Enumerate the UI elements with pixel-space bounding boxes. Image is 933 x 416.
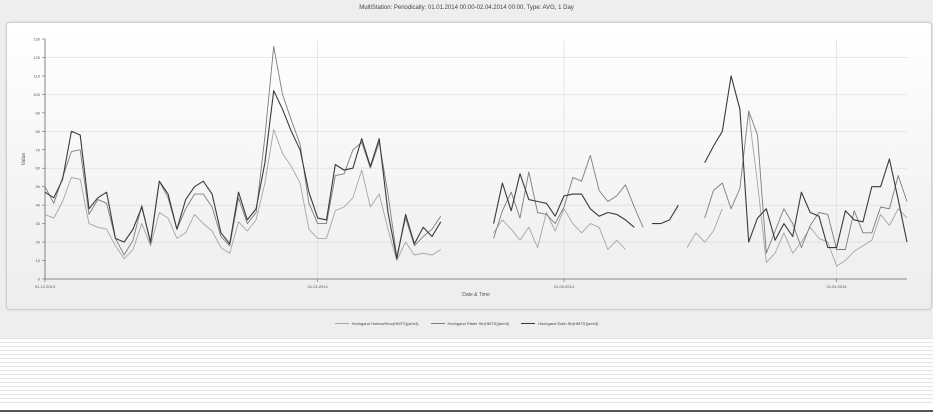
y-tick-label: 80: [36, 129, 41, 134]
legend-swatch: [521, 322, 536, 324]
legend: Hochgand Huelva/Hmo(HMTS)(a/m3) Hochgand…: [0, 316, 933, 330]
y-tick-label: 60: [36, 166, 41, 171]
chart-panel: 0 10 20 30 40 50 60 70 80 90 100 110 120 130 01.12.201…: [6, 22, 932, 310]
legend-label: Hochgand Eutin Str(HMTS)(a/m3): [538, 320, 599, 326]
y-tick-label: 30: [36, 221, 41, 226]
y-tick-label: 100: [33, 92, 40, 97]
series-line-2: [44, 45, 908, 258]
legend-swatch: [334, 322, 349, 324]
y-tick-label: 70: [36, 147, 41, 152]
line-chart: 0 10 20 30 40 50 60 70 80 90 100 110 120 130 01.12.201…: [21, 37, 908, 298]
legend-item-series-2[interactable]: Hochgand Pfaler Str(HMTS)(a/m3): [430, 320, 510, 326]
y-tick-label: 10: [36, 258, 41, 263]
series-line-3: [44, 75, 908, 260]
x-tick-label: 01.12.2014: [35, 284, 56, 289]
legend-label: Hochgand Pfaler Str(HMTS)(a/m3): [447, 320, 510, 326]
y-tick-label: 120: [33, 55, 40, 60]
y-tick-label: 110: [34, 73, 41, 78]
x-tick-label: 01.02.2014: [308, 284, 329, 289]
series-line-1: [44, 112, 908, 267]
chart-title: MultiStation: Periodically: 01.01.2014 0…: [359, 5, 574, 11]
legend-item-series-3[interactable]: Hochgand Eutin Str(HMTS)(a/m3): [521, 321, 598, 326]
legend-item-series-1[interactable]: Hochgand Huelva/Hmo(HMTS)(a/m3): [334, 320, 419, 326]
y-tick-label: 0: [38, 277, 41, 282]
y-tick-label: 50: [36, 184, 41, 189]
y-tick-label: 130: [33, 37, 40, 42]
y-tick-label: 90: [36, 110, 41, 115]
y-tick-label: 40: [36, 203, 41, 208]
x-tick-label: 01.03.2014: [554, 284, 575, 289]
legend-label: Hochgand Huelva/Hmo(HMTS)(a/m3): [351, 320, 419, 326]
x-axis-label: Date & Time: [462, 292, 490, 298]
y-axis-label: Value: [21, 153, 27, 166]
striped-background: [0, 338, 933, 406]
bottom-divider: [0, 410, 933, 412]
y-tick-label: 20: [36, 240, 41, 245]
x-tick-label: 01.04.2014: [827, 284, 848, 289]
legend-swatch: [430, 322, 445, 324]
